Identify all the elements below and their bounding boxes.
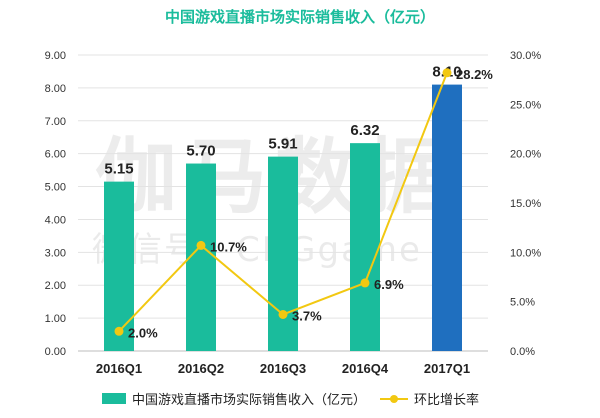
x-tick-label: 2017Q1 bbox=[424, 361, 470, 376]
x-tick-label: 2016Q2 bbox=[178, 361, 224, 376]
chart-title: 中国游戏直播市场实际销售收入（亿元） bbox=[164, 8, 435, 26]
y-left-tick-label: 9.00 bbox=[45, 50, 66, 62]
legend-item-growth: 环比增长率 bbox=[380, 389, 479, 408]
line-point bbox=[442, 68, 452, 78]
y-left-tick-label: 0.00 bbox=[45, 346, 66, 358]
y-right-tick-label: 10.0% bbox=[510, 247, 541, 259]
line-value-label: 28.2% bbox=[456, 67, 493, 82]
y-right-tick-label: 0.0% bbox=[510, 346, 535, 358]
legend-swatch-line bbox=[380, 393, 408, 404]
line-point bbox=[278, 309, 288, 319]
x-tick-label: 2016Q1 bbox=[96, 361, 142, 376]
bar-value-label: 5.91 bbox=[268, 136, 297, 153]
y-left-tick-label: 2.00 bbox=[45, 280, 66, 292]
y-left-tick-label: 6.00 bbox=[45, 149, 66, 161]
bar bbox=[104, 181, 134, 351]
line-value-label: 3.7% bbox=[292, 308, 322, 323]
bar bbox=[432, 84, 462, 351]
bar-value-label: 5.70 bbox=[186, 143, 215, 160]
x-tick-label: 2016Q4 bbox=[342, 361, 389, 376]
y-right-tick-label: 25.0% bbox=[510, 99, 541, 111]
line-point bbox=[114, 326, 124, 336]
y-left-tick-label: 1.00 bbox=[45, 313, 66, 325]
line-value-label: 2.0% bbox=[128, 325, 158, 340]
bar-value-label: 5.15 bbox=[104, 161, 133, 178]
line-value-label: 10.7% bbox=[210, 239, 247, 254]
y-left-tick-label: 3.00 bbox=[45, 247, 66, 259]
line-point bbox=[196, 240, 206, 250]
y-right-tick-label: 30.0% bbox=[510, 50, 541, 62]
legend-label-revenue: 中国游戏直播市场实际销售收入（亿元） bbox=[132, 393, 367, 408]
legend-label-growth: 环比增长率 bbox=[414, 393, 480, 408]
x-tick-label: 2016Q3 bbox=[260, 361, 306, 376]
y-left-tick-label: 4.00 bbox=[45, 214, 66, 226]
legend-item-revenue: 中国游戏直播市场实际销售收入（亿元） bbox=[102, 389, 366, 408]
legend-swatch-bar bbox=[102, 393, 126, 404]
y-right-tick-label: 15.0% bbox=[510, 198, 541, 210]
y-right-tick-label: 20.0% bbox=[510, 149, 541, 161]
y-left-tick-label: 5.00 bbox=[45, 182, 66, 194]
legend: 中国游戏直播市场实际销售收入（亿元） 环比增长率 bbox=[0, 389, 600, 409]
y-left-tick-label: 7.00 bbox=[45, 116, 66, 128]
line-point bbox=[360, 278, 370, 288]
bar bbox=[350, 143, 380, 351]
bar-value-label: 6.32 bbox=[350, 122, 379, 139]
y-right-tick-label: 5.0% bbox=[510, 297, 535, 309]
y-left-tick-label: 8.00 bbox=[45, 83, 66, 95]
line-value-label: 6.9% bbox=[374, 277, 404, 292]
